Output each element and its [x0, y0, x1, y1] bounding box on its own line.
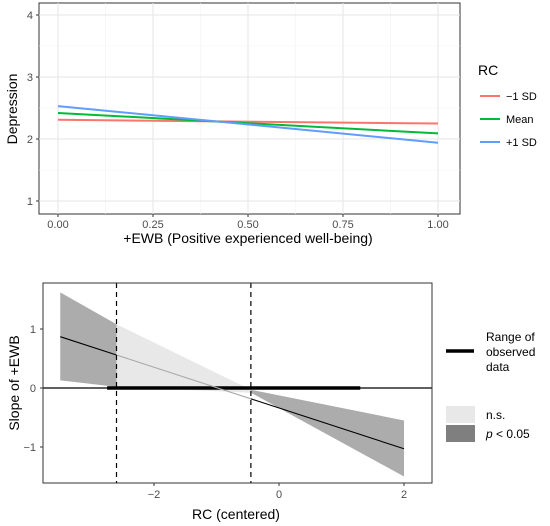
legend-sig-swatch [446, 425, 475, 442]
top-chart: 0.00 0.25 0.50 0.75 1.00 1 2 3 4 +EWB (Positive… [4, 2, 537, 246]
series-line-1 [57, 111, 439, 135]
bottom-y-ticks: −1 0 1 [23, 324, 43, 454]
x-tick-label: 0.25 [142, 219, 163, 231]
x-tick-label: 0.00 [47, 219, 68, 231]
bottom-plot-panel [42, 282, 433, 484]
top-x-axis-title: +EWB (Positive experienced well-being) [123, 230, 372, 246]
bottom-legend: Range of observed data n.s. p < 0.05 [446, 330, 535, 442]
top-series-lines [57, 105, 439, 144]
band-nonsignificant [116, 324, 251, 393]
x-tick-label: 0.75 [332, 219, 353, 231]
x-tick-label: 0.50 [237, 219, 258, 231]
x-tick-label: 1.00 [427, 219, 448, 231]
legend-label-minus1sd: −1 SD [506, 91, 537, 103]
legend-range-label-line1: Range of [486, 330, 535, 344]
legend-range-label-line3: data [486, 360, 510, 374]
top-y-ticks: 1 2 3 4 [27, 10, 39, 208]
y-tick-label: 2 [27, 134, 33, 146]
series-line-0 [57, 118, 439, 125]
legend-ns-label: n.s. [486, 408, 505, 422]
legend-range-label-line2: observed [486, 345, 535, 359]
legend-label-mean: Mean [506, 114, 534, 126]
bottom-y-axis-title: Slope of +EWB [6, 335, 22, 430]
band-significant-left [60, 292, 117, 387]
x-tick-label: 0 [276, 489, 282, 501]
legend-sig-label: p < 0.05 [485, 427, 530, 441]
bottom-chart: −2 0 2 −1 0 1 RC (centered) Slope of +EWB Ra… [6, 282, 535, 522]
band-significant-right [250, 389, 404, 477]
bottom-x-axis-title: RC (centered) [192, 506, 280, 522]
bottom-confidence-band [60, 292, 404, 477]
top-y-axis-title: Depression [4, 74, 20, 145]
legend-label-plus1sd: +1 SD [506, 137, 537, 149]
series-line-2 [57, 105, 439, 144]
top-legend: RC −1 SD Mean +1 SD [478, 62, 537, 149]
y-tick-label: 4 [27, 10, 33, 22]
slope-line-significant-right [250, 398, 405, 450]
y-tick-label: −1 [23, 442, 36, 454]
y-tick-label: 0 [30, 383, 36, 395]
y-tick-label: 3 [27, 72, 33, 84]
legend-sig-p: p [485, 427, 493, 441]
x-tick-label: 2 [401, 489, 407, 501]
top-plot-panel [38, 2, 461, 215]
legend-ns-swatch [446, 406, 475, 423]
top-x-ticks: 0.00 0.25 0.50 0.75 1.00 [47, 214, 449, 231]
legend-sig-threshold: < 0.05 [493, 427, 530, 441]
slope-line-significant-left [60, 336, 117, 356]
slope-line-nonsignificant [116, 354, 252, 400]
y-tick-label: 1 [30, 324, 36, 336]
y-tick-label: 1 [27, 196, 33, 208]
legend-title: RC [478, 62, 498, 78]
bottom-lines [43, 283, 432, 483]
x-tick-label: −2 [148, 489, 161, 501]
bottom-x-ticks: −2 0 2 [148, 483, 407, 501]
